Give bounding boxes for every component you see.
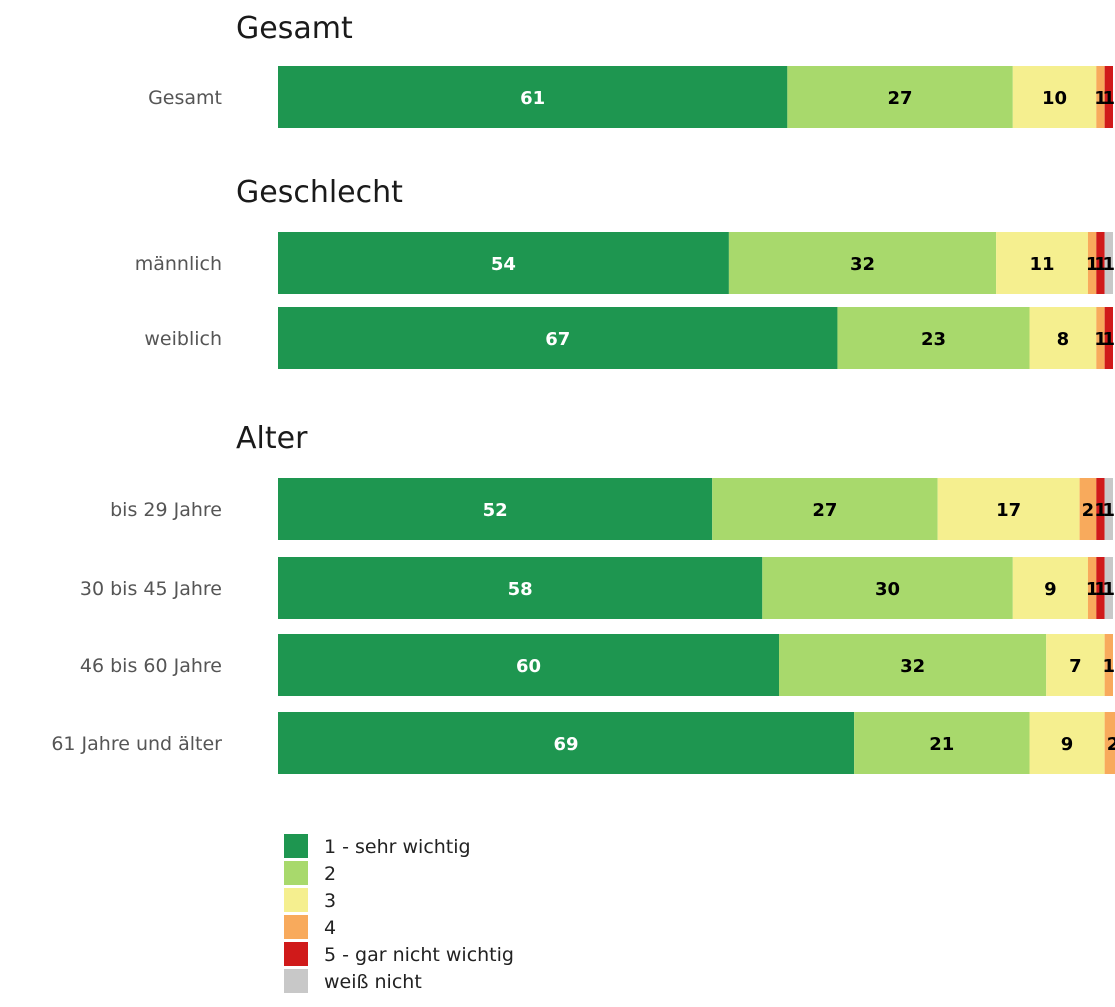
bar-segment	[278, 557, 763, 619]
data-label: 8	[1057, 329, 1070, 350]
data-label: 32	[900, 656, 925, 677]
data-label: 9	[1061, 734, 1074, 755]
bar-segment	[278, 66, 788, 128]
row-label: männlich	[135, 253, 222, 275]
bar-segment	[1104, 712, 1115, 774]
legend-swatch	[284, 861, 308, 885]
bar-segment	[1104, 307, 1113, 369]
data-label: 27	[812, 500, 837, 521]
data-label: 2	[1082, 500, 1095, 521]
data-label: 9	[1044, 579, 1057, 600]
bar-segment	[787, 66, 1013, 128]
row-label: 46 bis 60 Jahre	[80, 655, 222, 677]
legend-swatch	[284, 834, 308, 858]
data-label: 32	[850, 254, 875, 275]
bar-segment	[1087, 557, 1097, 619]
legend-swatch	[284, 969, 308, 993]
data-label: 1	[1094, 329, 1107, 350]
data-label: 69	[554, 734, 579, 755]
data-label: 1	[1103, 88, 1115, 109]
data-label: 52	[483, 500, 508, 521]
data-label: 1	[1103, 254, 1115, 275]
bar-segment	[779, 634, 1047, 696]
bar-segment	[1104, 66, 1113, 128]
legend-label: 2	[324, 863, 336, 885]
bar-segment	[278, 634, 779, 696]
group-title: Gesamt	[236, 11, 353, 46]
data-label: 54	[491, 254, 516, 275]
bar-segment	[1046, 634, 1105, 696]
data-label: 60	[516, 656, 541, 677]
row-label: 61 Jahre und älter	[51, 733, 222, 755]
row-label: 30 bis 45 Jahre	[80, 578, 222, 600]
bar-segment	[996, 232, 1088, 294]
data-label: 17	[996, 500, 1021, 521]
bar-segment	[1104, 232, 1113, 294]
bar-segment	[1029, 307, 1097, 369]
bar-segment	[1096, 557, 1105, 619]
row-label: weiblich	[144, 328, 222, 350]
data-label: 1	[1094, 88, 1107, 109]
bar-segment	[712, 478, 938, 540]
bar-segment	[1012, 557, 1088, 619]
data-label: 1	[1103, 329, 1115, 350]
legend-label: 1 - sehr wichtig	[324, 836, 471, 858]
data-label: 21	[929, 734, 954, 755]
chart-legend: 1 - sehr wichtig 2 3 4 5 - gar nicht wichtig…	[284, 834, 514, 993]
group-title: Alter	[236, 421, 308, 456]
row-label: Gesamt	[148, 87, 222, 109]
data-label: 67	[545, 329, 570, 350]
bar-segment	[278, 232, 729, 294]
data-label: 30	[875, 579, 900, 600]
legend-label: weiß nicht	[324, 971, 422, 993]
bar-segment	[937, 478, 1080, 540]
bar-segment	[278, 712, 855, 774]
bar-segment	[837, 307, 1030, 369]
legend-label: 3	[324, 890, 336, 912]
bar-segment	[1029, 712, 1105, 774]
bar-segment	[728, 232, 997, 294]
bar-segment	[1079, 478, 1097, 540]
legend-swatch	[284, 942, 308, 966]
bar-segment	[1087, 232, 1097, 294]
bar-segment	[854, 712, 1030, 774]
legend-swatch	[284, 915, 308, 939]
bar-segment	[1096, 66, 1105, 128]
bar-segment	[1012, 66, 1097, 128]
bar-segment	[1096, 307, 1105, 369]
bar-segment	[1104, 478, 1113, 540]
bar-segment	[278, 478, 713, 540]
bar-segment	[762, 557, 1013, 619]
bar-segment	[1104, 634, 1113, 696]
legend-label: 5 - gar nicht wichtig	[324, 944, 514, 966]
legend-label: 4	[324, 917, 336, 939]
data-label: 1	[1103, 500, 1115, 521]
bar-segment	[278, 307, 838, 369]
data-label: 1	[1086, 579, 1099, 600]
data-label: 1	[1094, 579, 1107, 600]
data-label: 1	[1103, 656, 1115, 677]
data-label: 7	[1069, 656, 1082, 677]
legend-swatch	[284, 888, 308, 912]
data-label: 1	[1094, 500, 1107, 521]
data-label: 10	[1042, 88, 1067, 109]
data-label: 1	[1103, 579, 1115, 600]
data-label: 2	[1107, 734, 1115, 755]
data-label: 1	[1094, 254, 1107, 275]
bar-segment	[1104, 557, 1113, 619]
data-label: 27	[888, 88, 913, 109]
row-label: bis 29 Jahre	[110, 499, 222, 521]
bar-segment	[1096, 232, 1105, 294]
data-label: 58	[508, 579, 533, 600]
data-label: 1	[1086, 254, 1099, 275]
data-label: 11	[1029, 254, 1054, 275]
data-label: 61	[520, 88, 545, 109]
bar-segment	[1096, 478, 1105, 540]
data-label: 23	[921, 329, 946, 350]
group-title: Geschlecht	[236, 175, 403, 210]
